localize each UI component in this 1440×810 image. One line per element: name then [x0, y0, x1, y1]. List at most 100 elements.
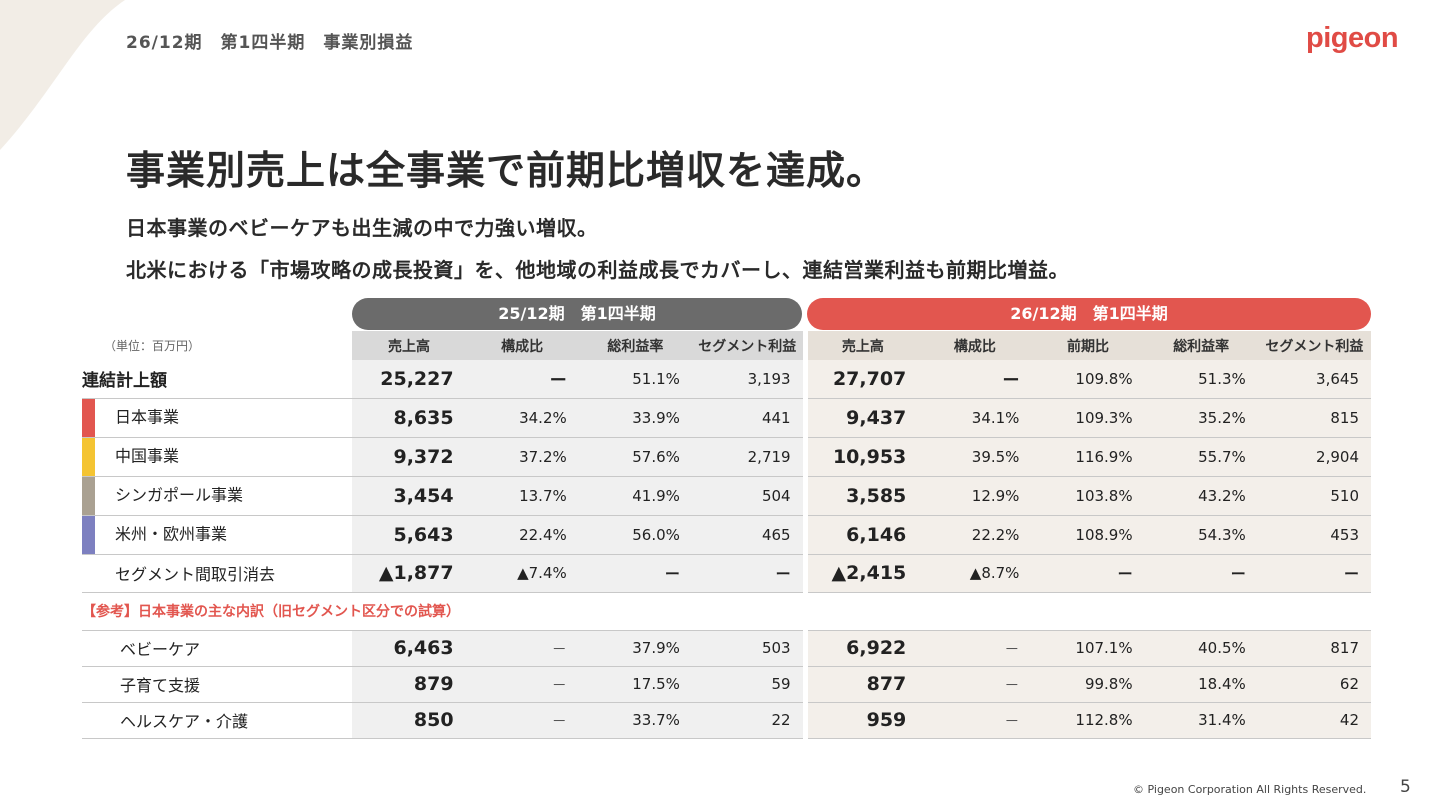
- col-curr-gross-margin: 総利益率: [1144, 331, 1258, 360]
- cell: 55.7%: [1144, 437, 1258, 477]
- col-curr-yoy: 前期比: [1031, 331, 1145, 360]
- cell: 17.5%: [578, 666, 692, 703]
- cell: 62: [1257, 666, 1371, 703]
- cell: ▲1,877: [352, 554, 466, 593]
- table-row-babycare: ベビーケア 6,463 － 37.9% 503 6,922 － 107.1% 4…: [82, 630, 1371, 667]
- cell: 9,437: [802, 398, 919, 438]
- cell: 504: [691, 476, 806, 516]
- col-curr-ratio: 構成比: [918, 331, 1032, 360]
- cell: 465: [691, 515, 806, 555]
- cell: －: [918, 630, 1032, 667]
- cell: 116.9%: [1031, 437, 1145, 477]
- cell: 25,227: [352, 360, 466, 399]
- cell: 3,193: [691, 360, 806, 399]
- cell: 877: [802, 666, 919, 703]
- cell: 850: [352, 702, 466, 739]
- cell: 56.0%: [578, 515, 692, 555]
- corner-decoration: [0, 0, 125, 150]
- cell: 3,645: [1257, 360, 1371, 399]
- cell: 10,953: [802, 437, 919, 477]
- cell: 9,372: [352, 437, 466, 477]
- cell: 51.3%: [1144, 360, 1258, 399]
- cell: 99.8%: [1031, 666, 1145, 703]
- cell: 33.9%: [578, 398, 692, 438]
- cell: 6,922: [802, 630, 919, 667]
- page-number: 5: [1400, 777, 1411, 797]
- cell: 108.9%: [1031, 515, 1145, 555]
- cell: 109.3%: [1031, 398, 1145, 438]
- segment-pl-table: （単位：百万円） 売上高 構成比 総利益率 セグメント利益 売上高 構成比 前期…: [82, 331, 1371, 739]
- cell: ▲2,415: [802, 554, 919, 593]
- cell: 6,463: [352, 630, 466, 667]
- table-row-healthcare-nursing: ヘルスケア・介護 850 － 33.7% 22 959 － 112.8% 31.…: [82, 702, 1371, 739]
- cell: 34.1%: [918, 398, 1032, 438]
- cell: 879: [352, 666, 466, 703]
- subtext-line-2: 北米における「市場攻略の成長投資」を、他地域の利益成長でカバーし、連結営業利益も…: [126, 258, 1069, 282]
- unit-label: （単位：百万円）: [104, 339, 201, 353]
- cell: 12.9%: [918, 476, 1032, 516]
- row-label: 子育て支援: [82, 666, 353, 703]
- headline: 事業別売上は全事業で前期比増収を達成。: [126, 149, 887, 194]
- cell: 109.8%: [1031, 360, 1145, 399]
- cell: 8,635: [352, 398, 466, 438]
- col-curr-sales: 売上高: [802, 331, 919, 360]
- cell: 510: [1257, 476, 1371, 516]
- cell: ー: [918, 360, 1032, 399]
- pigeon-logo: pigeon: [1306, 22, 1399, 54]
- col-prev-gross-margin: 総利益率: [578, 331, 692, 360]
- cell: 41.9%: [578, 476, 692, 516]
- row-label: 日本事業: [82, 398, 353, 438]
- reference-title-row: 【参考】日本事業の主な内訳（旧セグメント区分での試算）: [82, 592, 1371, 631]
- row-label: 米州・欧州事業: [82, 515, 353, 555]
- segment-color-bar: [82, 515, 95, 554]
- cell: 107.1%: [1031, 630, 1145, 667]
- cell: 33.7%: [578, 702, 692, 739]
- cell: 39.5%: [918, 437, 1032, 477]
- cell: 57.6%: [578, 437, 692, 477]
- cell: 35.2%: [1144, 398, 1258, 438]
- cell: 18.4%: [1144, 666, 1258, 703]
- cell: 6,146: [802, 515, 919, 555]
- cell: ー: [465, 360, 579, 399]
- table-row-childcare-support: 子育て支援 879 － 17.5% 59 877 － 99.8% 18.4% 6…: [82, 666, 1371, 703]
- cell: 3,585: [802, 476, 919, 516]
- cell: ー: [1144, 554, 1258, 593]
- period-prev-header: 25/12期 第1四半期: [352, 298, 802, 330]
- cell: 31.4%: [1144, 702, 1258, 739]
- segment-color-bar: [82, 398, 95, 437]
- cell: 40.5%: [1144, 630, 1258, 667]
- cell: －: [918, 702, 1032, 739]
- cell: 817: [1257, 630, 1371, 667]
- row-label: セグメント間取引消去: [82, 554, 353, 593]
- period-curr-header: 26/12期 第1四半期: [807, 298, 1371, 330]
- segment-color-bar: [82, 476, 95, 515]
- table-row-intersegment: セグメント間取引消去 ▲1,877 ▲7.4% ー ー ▲2,415 ▲8.7%…: [82, 554, 1371, 593]
- col-prev-sales: 売上高: [352, 331, 466, 360]
- cell: 37.9%: [578, 630, 692, 667]
- row-label: ベビーケア: [82, 630, 353, 667]
- cell: 22.2%: [918, 515, 1032, 555]
- cell: ▲8.7%: [918, 554, 1032, 593]
- cell: 22.4%: [465, 515, 579, 555]
- cell: ー: [578, 554, 692, 593]
- cell: 59: [691, 666, 806, 703]
- cell: 37.2%: [465, 437, 579, 477]
- cell: 815: [1257, 398, 1371, 438]
- col-prev-segment-profit: セグメント利益: [691, 331, 806, 360]
- table-row-china: 中国事業 9,372 37.2% 57.6% 2,719 10,953 39.5…: [82, 437, 1371, 477]
- cell: 27,707: [802, 360, 919, 399]
- page-header-title: 26/12期 第1四半期 事業別損益: [126, 33, 414, 53]
- col-curr-segment-profit: セグメント利益: [1257, 331, 1371, 360]
- cell: 51.1%: [578, 360, 692, 399]
- cell: 42: [1257, 702, 1371, 739]
- cell: 103.8%: [1031, 476, 1145, 516]
- cell: 3,454: [352, 476, 466, 516]
- table-row-consolidated: 連結計上額 25,227 ー 51.1% 3,193 27,707 ー 109.…: [82, 360, 1371, 399]
- row-label: シンガポール事業: [82, 476, 353, 516]
- cell: 54.3%: [1144, 515, 1258, 555]
- cell: －: [465, 630, 579, 667]
- subtext-line-1: 日本事業のベビーケアも出生減の中で力強い増収。: [126, 216, 598, 240]
- row-label: 連結計上額: [82, 360, 353, 399]
- cell: ー: [1031, 554, 1145, 593]
- cell: ▲7.4%: [465, 554, 579, 593]
